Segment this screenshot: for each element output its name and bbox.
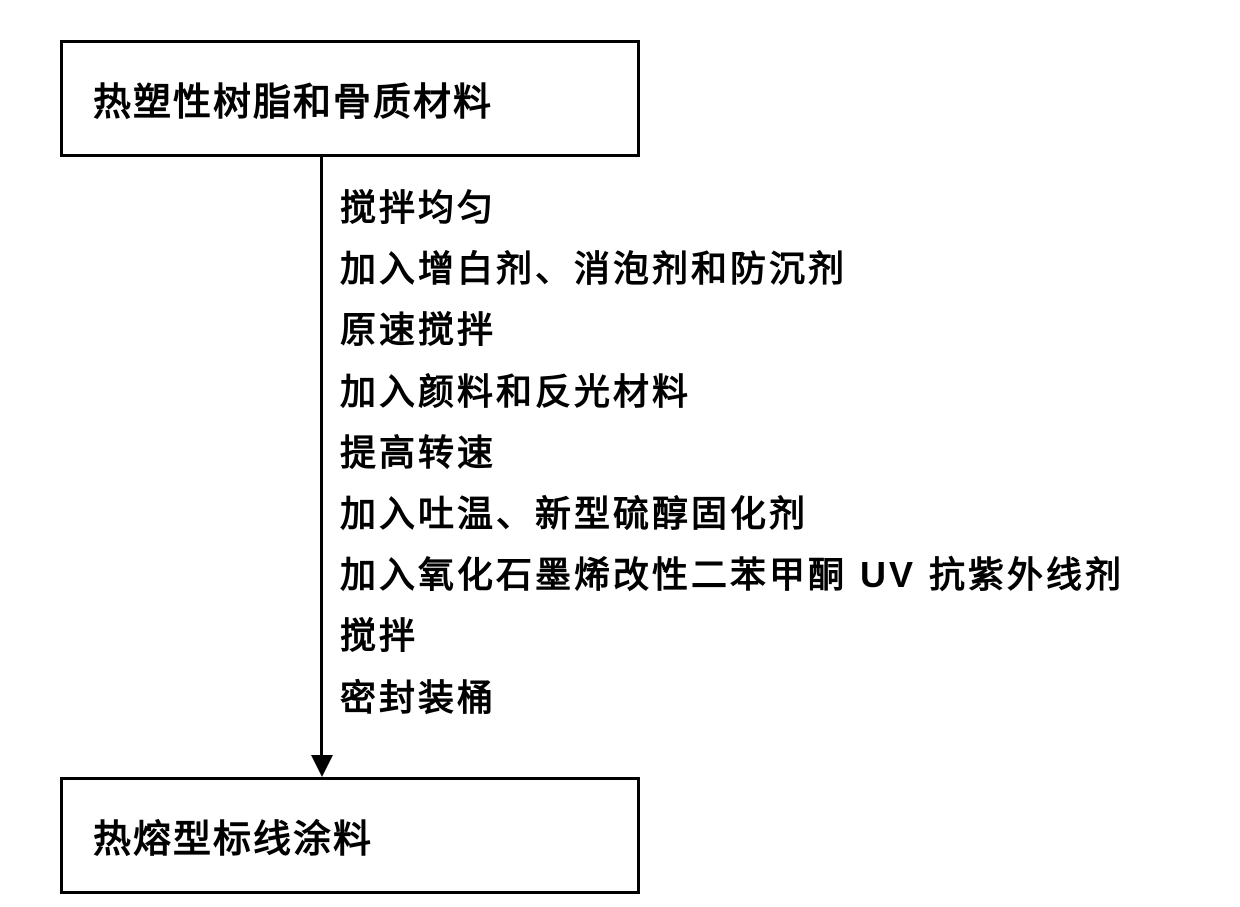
step-item: 加入颜料和反光材料 — [340, 361, 1124, 422]
start-node: 热塑性树脂和骨质材料 — [60, 40, 640, 157]
step-item: 加入增白剂、消泡剂和防沉剂 — [340, 238, 1124, 299]
step-item: 加入氧化石墨烯改性二苯甲酮 UV 抗紫外线剂 — [340, 544, 1124, 605]
start-node-label: 热塑性树脂和骨质材料 — [93, 71, 607, 126]
end-node: 热熔型标线涂料 — [60, 777, 640, 894]
step-item: 搅拌均匀 — [340, 177, 1124, 238]
step-item: 搅拌 — [340, 605, 1124, 666]
step-item: 密封装桶 — [340, 667, 1124, 728]
step-item: 提高转速 — [340, 422, 1124, 483]
step-item: 原速搅拌 — [340, 299, 1124, 360]
arrow-section: 搅拌均匀 加入增白剂、消泡剂和防沉剂 原速搅拌 加入颜料和反光材料 提高转速 加… — [320, 157, 1180, 777]
steps-list: 搅拌均匀 加入增白剂、消泡剂和防沉剂 原速搅拌 加入颜料和反光材料 提高转速 加… — [340, 177, 1124, 728]
arrow-line — [320, 157, 323, 757]
flowchart-container: 热塑性树脂和骨质材料 搅拌均匀 加入增白剂、消泡剂和防沉剂 原速搅拌 加入颜料和… — [60, 40, 1180, 894]
arrow-head-icon — [311, 755, 333, 777]
end-node-label: 热熔型标线涂料 — [93, 808, 607, 863]
step-item: 加入吐温、新型硫醇固化剂 — [340, 483, 1124, 544]
